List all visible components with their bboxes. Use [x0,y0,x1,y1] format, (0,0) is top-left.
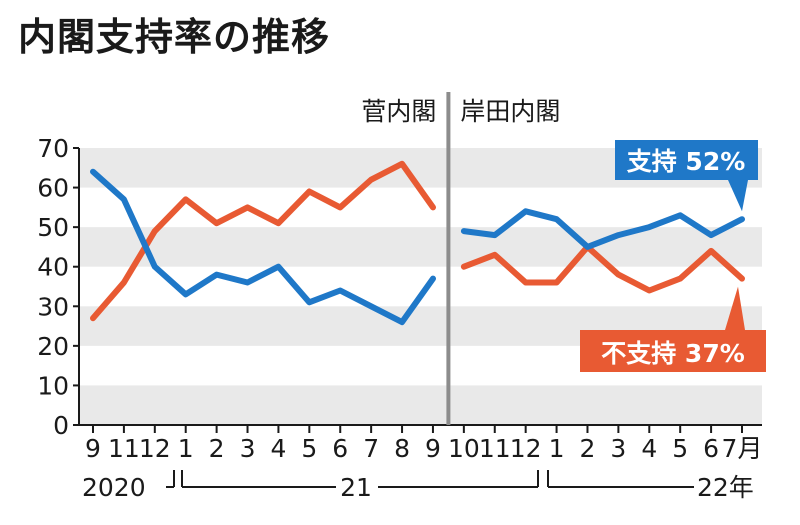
series-line [90,160,436,322]
y-tick-label: 20 [37,332,69,361]
x-tick-label: 1 [549,434,565,463]
x-tick-label: 9 [425,434,441,463]
x-tick-label: 11 [108,434,140,463]
year-label: 2020 [82,473,146,502]
year-label: 21 [340,473,372,502]
x-tick-label: 3 [610,434,626,463]
x-tick-label: 8 [394,434,410,463]
y-tick-label: 50 [37,213,69,242]
series-callouts: 支持 52% 不支持 37% [580,140,766,372]
x-tick-label: 3 [240,434,256,463]
grid-band [79,227,762,267]
y-tick-label: 40 [37,253,69,282]
callout-label-disapproval: 不支持 37% [601,339,745,368]
era-label: 菅内閣 [361,97,436,126]
x-tick-label: 5 [301,434,317,463]
y-tick-label: 70 [37,134,69,163]
callout-box-disapproval [580,286,766,372]
x-tick-label: 1 [178,434,194,463]
x-axis-ticks: 9 11 12 1 2 3 4 5 6 7 8 9 10 11 12 1 2 3 4 5 6 7月 [85,425,762,463]
era-label: 岸田内閣 [460,97,560,126]
series-lines [90,160,745,326]
y-tick-label: 10 [37,371,69,400]
callout-box-approval [615,140,758,212]
callout-label-approval: 支持 52% [627,147,746,176]
x-tick-label: 2 [209,434,225,463]
grid-bands [79,148,762,425]
series-line [90,168,436,326]
x-tick-label: 11 [479,434,511,463]
series-line [460,208,745,250]
x-tick-label: 7 [363,434,379,463]
y-tick-label: 0 [53,411,69,440]
x-tick-label: 9 [85,434,101,463]
x-tick-label: 4 [270,434,286,463]
x-tick-label: 12 [510,434,542,463]
x-tick-label: 10 [448,434,480,463]
year-axis: 2020 21 22年 [82,470,754,502]
y-tick-label: 60 [37,174,69,203]
grid-band [79,385,762,425]
year-label: 22年 [697,473,754,502]
era-labels: 菅内閣 岸田内閣 [361,97,560,126]
x-tick-label: 5 [672,434,688,463]
y-axis-ticks: 0 10 20 30 40 50 60 70 [37,134,79,440]
axes [78,92,762,426]
x-tick-label: 4 [641,434,657,463]
y-tick-label: 30 [37,292,69,321]
x-tick-label: 7月 [722,434,763,463]
x-tick-label: 12 [139,434,171,463]
chart-title: 内閣支持率の推移 [18,15,331,59]
x-tick-label: 2 [580,434,596,463]
x-tick-label: 6 [332,434,348,463]
series-line [460,243,745,294]
x-tick-label: 6 [703,434,719,463]
